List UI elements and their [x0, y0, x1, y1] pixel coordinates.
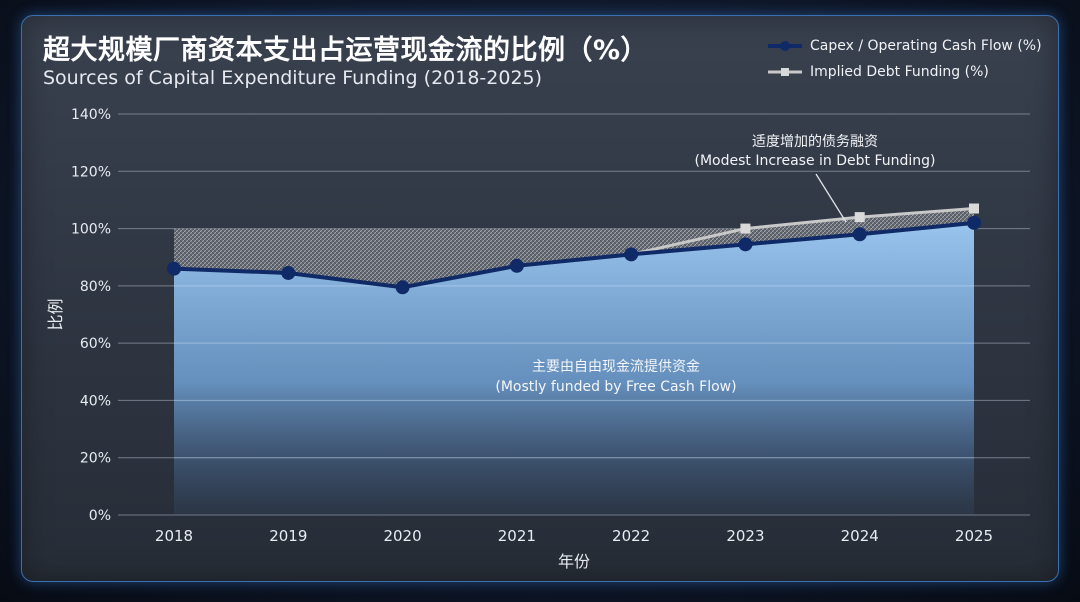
- debt-data-point[interactable]: [854, 212, 865, 223]
- x-tick-label: 2020: [383, 527, 421, 545]
- x-tick-label: 2021: [498, 527, 536, 545]
- debt-data-point[interactable]: [740, 223, 751, 234]
- chart-legend: Capex / Operating Cash Flow (%) Implied …: [768, 33, 1042, 85]
- hatched-gap-area: [174, 208, 974, 288]
- y-tick-label: 80%: [80, 279, 111, 295]
- y-tick-label: 20%: [80, 451, 111, 467]
- y-tick-label: 140%: [71, 107, 111, 123]
- legend-item-capex[interactable]: Capex / Operating Cash Flow (%): [768, 33, 1042, 59]
- x-tick-label: 2018: [155, 527, 193, 545]
- y-tick-label: 40%: [80, 393, 111, 409]
- legend-label-capex: Capex / Operating Cash Flow (%): [810, 38, 1042, 54]
- legend-item-debt[interactable]: Implied Debt Funding (%): [768, 59, 1042, 85]
- annotation-debt-cn: 适度增加的债务融资: [752, 134, 878, 150]
- x-axis-title: 年份: [558, 552, 590, 571]
- debt-data-point[interactable]: [969, 203, 979, 214]
- chart-title: 超大规模厂商资本支出占运营现金流的比例（%）: [43, 35, 649, 66]
- capex-data-point[interactable]: [852, 227, 867, 242]
- capex-series-line: [173, 220, 975, 290]
- capex-data-point[interactable]: [509, 258, 524, 273]
- capex-fill-area: [174, 222, 974, 516]
- capex-data-point[interactable]: [167, 261, 181, 276]
- annotation-pointer-line: [815, 173, 847, 223]
- x-tick-label: 2024: [841, 527, 879, 545]
- y-tick-label: 0%: [89, 508, 111, 524]
- y-tick-label: 100%: [71, 222, 111, 238]
- annotation-fcf-cn: 主要由自由现金流提供资金: [532, 359, 700, 375]
- capex-data-point[interactable]: [281, 265, 296, 280]
- legend-swatch-debt: [768, 68, 802, 76]
- annotation-debt-en: (Modest Increase in Debt Funding): [694, 153, 935, 169]
- x-tick-label: 2023: [726, 527, 764, 545]
- y-tick-label: 60%: [80, 336, 111, 352]
- legend-swatch-capex: [768, 41, 802, 51]
- x-tick-label: 2025: [955, 527, 993, 545]
- y-tick-label: 120%: [71, 164, 111, 180]
- x-tick-label: 2019: [269, 527, 307, 545]
- capex-data-point[interactable]: [967, 215, 981, 230]
- capex-data-point[interactable]: [624, 247, 639, 262]
- capex-data-point[interactable]: [738, 237, 753, 252]
- annotation-fcf-en: (Mostly funded by Free Cash Flow): [495, 379, 736, 395]
- debt-series-line: [630, 207, 975, 256]
- capex-data-point[interactable]: [395, 280, 410, 295]
- x-tick-label: 2022: [612, 527, 650, 545]
- y-axis-title: 比例: [46, 298, 65, 330]
- chart-subtitle: Sources of Capital Expenditure Funding (…: [43, 67, 543, 89]
- legend-label-debt: Implied Debt Funding (%): [810, 64, 989, 80]
